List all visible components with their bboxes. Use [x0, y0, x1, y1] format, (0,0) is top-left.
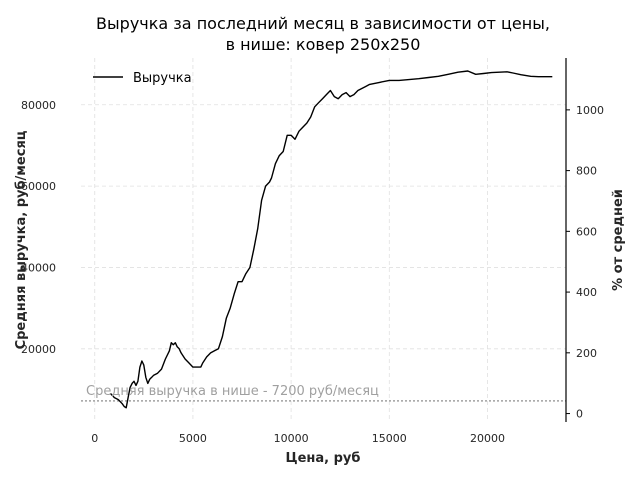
y2-tick-label: 1000 — [576, 104, 604, 117]
y2-tick-label: 0 — [576, 408, 583, 421]
y-tick-label: 60000 — [21, 180, 56, 193]
y-tick-label: 20000 — [21, 343, 56, 356]
mean-line-annotation: Средняя выручка в нише - 7200 руб/месяц — [86, 384, 379, 399]
x-tick-label: 15000 — [372, 432, 407, 445]
y-tick-label: 40000 — [21, 261, 56, 274]
grid-lines — [81, 58, 566, 422]
chart-title-line2: в нише: ковер 250х250 — [226, 35, 421, 54]
y2-tick-label: 600 — [576, 225, 597, 238]
revenue-series-line — [109, 70, 553, 409]
x-tick-label: 5000 — [179, 432, 207, 445]
y2-tick-label: 200 — [576, 347, 597, 360]
y2-axis-label: % от средней — [611, 189, 626, 291]
y2-tick-label: 800 — [576, 165, 597, 178]
y-tick-label: 80000 — [21, 99, 56, 112]
x-axis-label: Цена, руб — [286, 451, 361, 466]
axes-group: 0 5000 10000 15000 2000020000400006000080000… — [21, 58, 604, 445]
chart-title-line1: Выручка за последний месяц в зависимости… — [96, 14, 550, 33]
legend: Выручка — [93, 71, 192, 86]
series-group — [109, 70, 553, 409]
y2-tick-label: 400 — [576, 286, 597, 299]
x-tick-label: 20000 — [470, 432, 505, 445]
y-axis-label: Средняя выручка, руб/месяц — [14, 130, 29, 349]
x-tick-label: 10000 — [274, 432, 309, 445]
legend-label: Выручка — [133, 71, 192, 86]
x-tick-label: 0 — [91, 432, 98, 445]
